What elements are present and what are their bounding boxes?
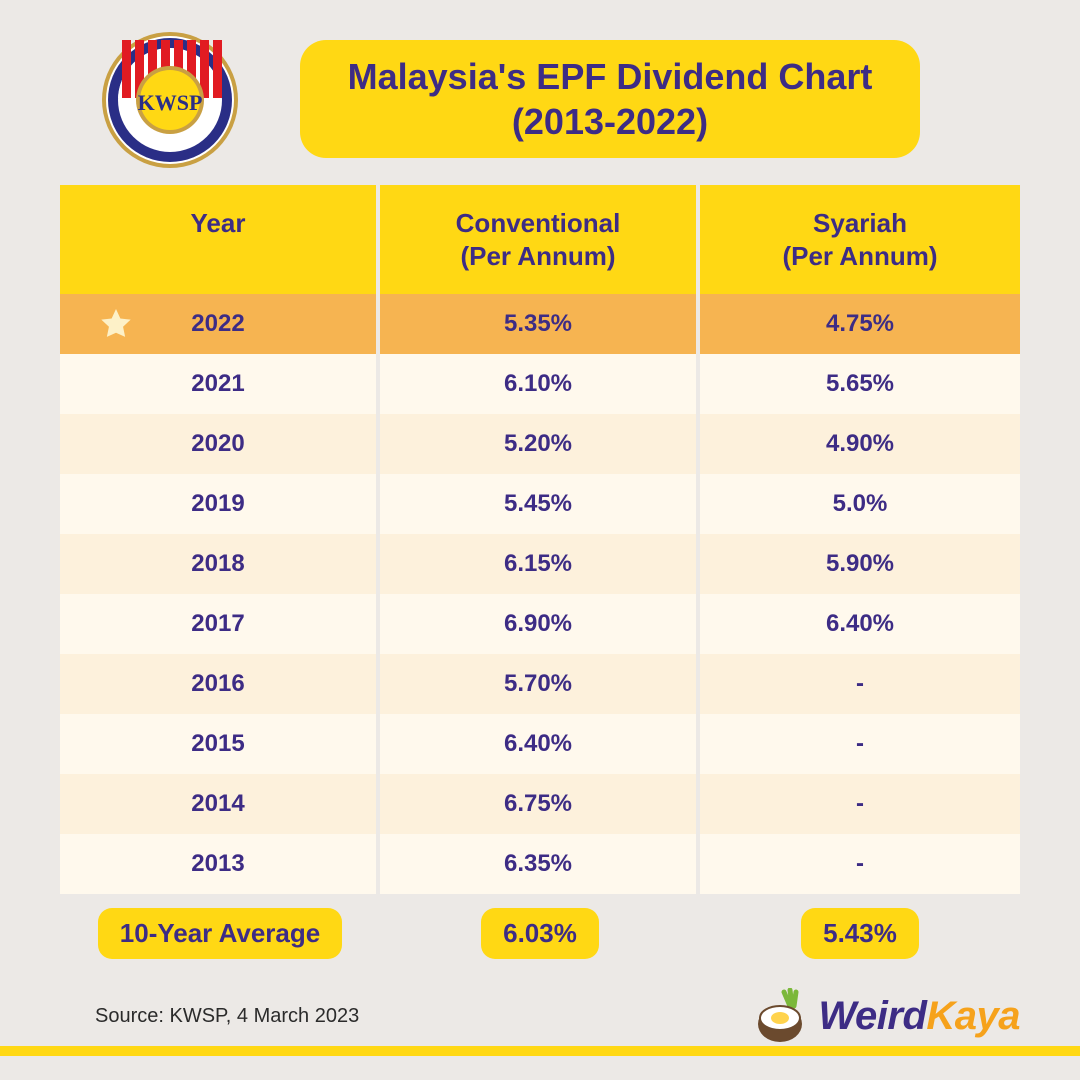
average-conventional: 6.03% (481, 908, 599, 959)
cell-syariah: - (700, 654, 1020, 714)
average-syariah: 5.43% (801, 908, 919, 959)
table-row: 20156.40%- (60, 714, 1020, 774)
cell-conventional: 6.40% (380, 714, 700, 774)
footer-bar (0, 1046, 1080, 1056)
table-row: 20146.75%- (60, 774, 1020, 834)
cell-year: 2020 (60, 414, 380, 474)
brand-text: WeirdKaya (818, 994, 1020, 1039)
table-row: 20186.15%5.90% (60, 534, 1020, 594)
cell-syariah: 6.40% (700, 594, 1020, 654)
title-line-1: Malaysia's EPF Dividend Chart (330, 54, 890, 99)
cell-conventional: 6.15% (380, 534, 700, 594)
table-header-row: Year Conventional (Per Annum) Syariah (P… (60, 185, 1020, 294)
table-row: 20195.45%5.0% (60, 474, 1020, 534)
kwsp-logo: KWSP (100, 30, 240, 170)
cell-conventional: 5.35% (380, 294, 700, 354)
cell-syariah: 4.90% (700, 414, 1020, 474)
star-icon (98, 306, 134, 342)
cell-year: 2013 (60, 834, 380, 894)
col-header-syariah: Syariah (Per Annum) (700, 185, 1020, 294)
cell-syariah: 4.75% (700, 294, 1020, 354)
cell-syariah: 5.0% (700, 474, 1020, 534)
cell-year: 2022 (60, 294, 380, 354)
table-row: 20205.20%4.90% (60, 414, 1020, 474)
cell-syariah: 5.90% (700, 534, 1020, 594)
cell-conventional: 6.10% (380, 354, 700, 414)
cell-year: 2017 (60, 594, 380, 654)
cell-conventional: 5.20% (380, 414, 700, 474)
cell-year: 2014 (60, 774, 380, 834)
table-row: 20165.70%- (60, 654, 1020, 714)
brand-logo: WeirdKaya (754, 988, 1020, 1044)
coconut-icon (754, 988, 810, 1044)
logo-text: KWSP (138, 90, 203, 115)
table-row: 20136.35%- (60, 834, 1020, 894)
cell-conventional: 5.45% (380, 474, 700, 534)
col-header-conventional: Conventional (Per Annum) (380, 185, 700, 294)
title-line-2: (2013-2022) (330, 99, 890, 144)
cell-conventional: 6.75% (380, 774, 700, 834)
table-row: 20225.35%4.75% (60, 294, 1020, 354)
title-badge: Malaysia's EPF Dividend Chart (2013-2022… (300, 40, 920, 158)
cell-syariah: 5.65% (700, 354, 1020, 414)
cell-year: 2016 (60, 654, 380, 714)
average-label: 10-Year Average (98, 908, 342, 959)
cell-year: 2019 (60, 474, 380, 534)
cell-conventional: 5.70% (380, 654, 700, 714)
dividend-table: Year Conventional (Per Annum) Syariah (P… (60, 185, 1020, 959)
cell-syariah: - (700, 834, 1020, 894)
cell-year: 2018 (60, 534, 380, 594)
cell-year: 2021 (60, 354, 380, 414)
cell-syariah: - (700, 714, 1020, 774)
source-text: Source: KWSP, 4 March 2023 (95, 1005, 359, 1028)
table-row: 20176.90%6.40% (60, 594, 1020, 654)
cell-year: 2015 (60, 714, 380, 774)
average-row: 10-Year Average 6.03% 5.43% (60, 908, 1020, 959)
cell-conventional: 6.35% (380, 834, 700, 894)
col-header-year: Year (60, 185, 380, 294)
table-row: 20216.10%5.65% (60, 354, 1020, 414)
cell-conventional: 6.90% (380, 594, 700, 654)
cell-syariah: - (700, 774, 1020, 834)
